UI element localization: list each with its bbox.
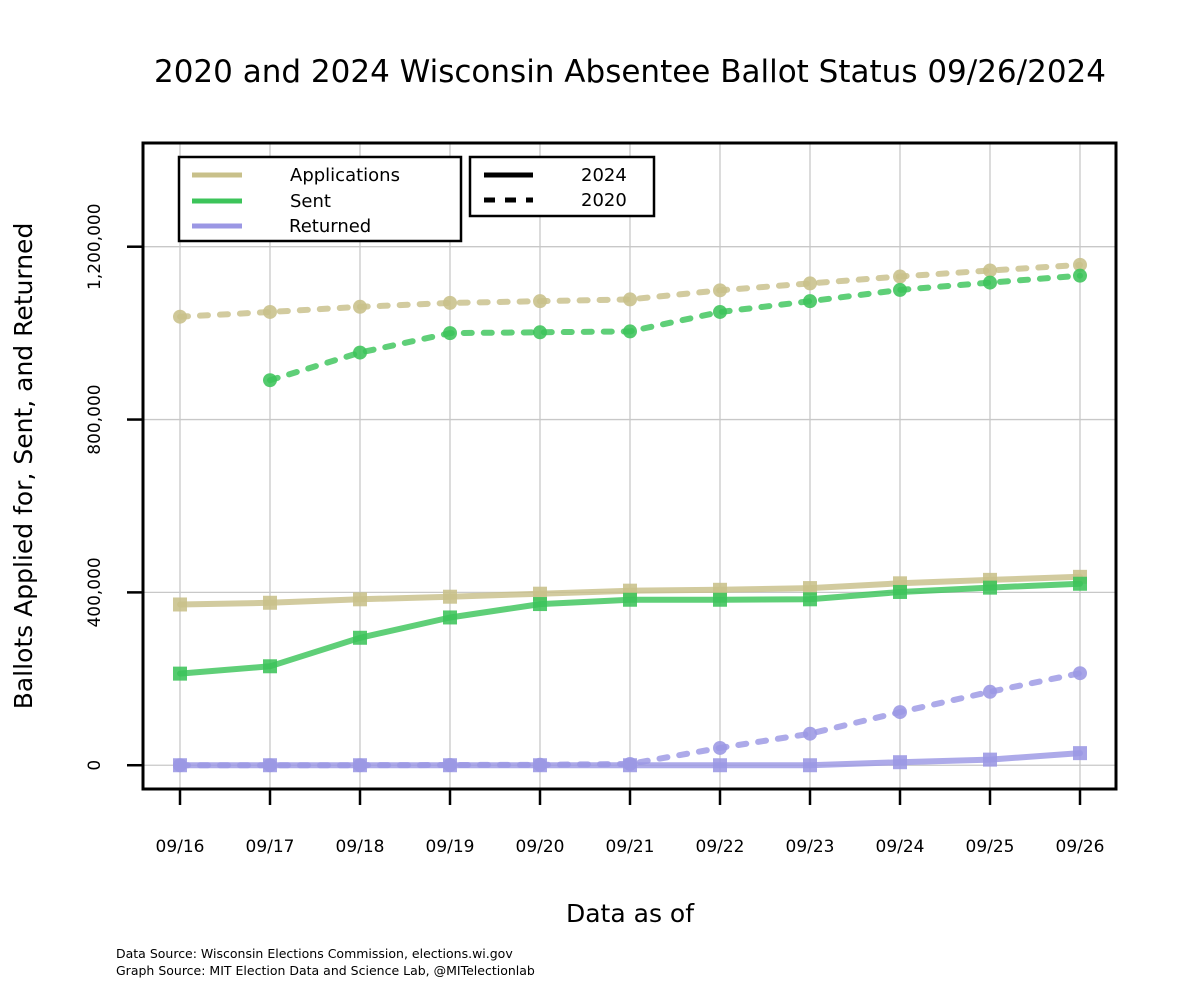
data-point: [983, 752, 997, 767]
data-point: [713, 740, 727, 755]
data-point: [173, 309, 187, 324]
data-point: [263, 595, 277, 610]
data-point: [983, 580, 997, 595]
data-point: [893, 269, 907, 284]
data-point: [443, 758, 457, 773]
data-point: [263, 659, 277, 674]
y-tick-label: 800,000: [85, 384, 105, 454]
data-point: [983, 263, 997, 278]
data-point: [533, 758, 547, 773]
y-tick-label: 0: [85, 760, 105, 771]
series-sent-2024: [173, 576, 1087, 681]
legend-year: 2024 2020: [468, 155, 656, 218]
y-tick-label: 400,000: [85, 557, 105, 627]
x-axis: 09/16 09/17 09/18 09/19 09/20 09/21 09/22 09/23…: [156, 789, 1105, 857]
graph-source-note: Graph Source: MIT Election Data and Scie…: [116, 963, 535, 978]
x-tick-label: 09/20: [516, 837, 565, 857]
data-point: [173, 597, 187, 612]
data-point: [263, 758, 277, 773]
data-point: [803, 758, 817, 773]
data-point: [533, 325, 547, 340]
x-tick-label: 09/19: [426, 837, 475, 857]
y-tick-label: 1,200,000: [85, 203, 105, 290]
data-point: [893, 584, 907, 599]
data-point: [263, 373, 277, 388]
legend-sent-label: Sent: [290, 191, 331, 212]
series-returned-2024: [173, 746, 1087, 773]
data-point: [623, 592, 637, 607]
data-point: [1073, 666, 1087, 681]
data-point: [983, 684, 997, 699]
data-point: [713, 592, 727, 607]
data-point: [263, 304, 277, 319]
y-axis-title: Ballots Applied for, Sent, and Returned: [9, 223, 38, 710]
data-point: [803, 581, 817, 596]
data-point: [173, 758, 187, 773]
x-tick-label: 09/23: [786, 837, 835, 857]
data-point: [353, 758, 367, 773]
series-layer: [173, 257, 1087, 773]
data-point: [803, 592, 817, 607]
data-point: [443, 589, 457, 604]
data-point: [1073, 257, 1087, 272]
data-point: [1073, 268, 1087, 283]
y-axis: 0 400,000 800,000 1,200,000: [85, 203, 143, 771]
x-tick-label: 09/22: [696, 837, 745, 857]
data-point: [803, 276, 817, 291]
data-point: [713, 283, 727, 298]
data-point: [353, 345, 367, 360]
legend-2020-label: 2020: [581, 190, 627, 211]
data-point: [353, 630, 367, 645]
legend-year-box: [468, 155, 656, 218]
data-point: [533, 597, 547, 612]
data-point: [533, 294, 547, 309]
data-point: [893, 755, 907, 770]
data-point: [353, 299, 367, 314]
x-tick-label: 09/24: [876, 837, 925, 857]
data-point: [893, 282, 907, 297]
data-point: [803, 294, 817, 309]
x-axis-title: Data as of: [566, 899, 695, 928]
data-point: [893, 705, 907, 720]
data-point: [623, 758, 637, 773]
legend-status: Applications Sent Returned: [177, 155, 463, 243]
x-tick-label: 09/25: [966, 837, 1015, 857]
series-applications-2020: [173, 257, 1087, 324]
legend-returned-label: Returned: [289, 216, 371, 237]
legend-applications-label: Applications: [290, 165, 400, 186]
x-tick-label: 09/16: [156, 837, 205, 857]
x-tick-label: 09/21: [606, 837, 655, 857]
data-point: [443, 326, 457, 341]
x-tick-label: 09/26: [1056, 837, 1105, 857]
x-tick-label: 09/17: [246, 837, 295, 857]
data-point: [713, 304, 727, 319]
data-point: [173, 666, 187, 681]
data-point: [713, 758, 727, 773]
data-point: [443, 610, 457, 625]
data-point: [623, 292, 637, 307]
legend-2024-label: 2024: [581, 165, 627, 186]
series-sent-2020: [263, 268, 1087, 388]
data-point: [443, 295, 457, 310]
data-source-note: Data Source: Wisconsin Elections Commiss…: [116, 946, 513, 961]
data-point: [353, 592, 367, 607]
x-tick-label: 09/18: [336, 837, 385, 857]
data-point: [983, 275, 997, 290]
data-point: [803, 726, 817, 741]
series-line: [267, 272, 1083, 384]
data-point: [1073, 746, 1087, 761]
data-point: [1073, 576, 1087, 591]
data-point: [623, 324, 637, 339]
chart-title: 2020 and 2024 Wisconsin Absentee Ballot …: [154, 54, 1106, 90]
